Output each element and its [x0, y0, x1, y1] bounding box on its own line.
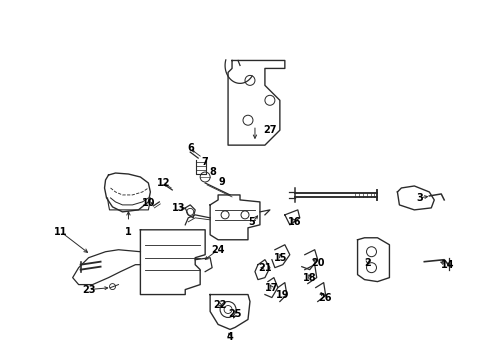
- Text: 25: 25: [228, 310, 241, 319]
- Text: 17: 17: [264, 283, 278, 293]
- Text: 14: 14: [440, 260, 453, 270]
- Text: 22: 22: [213, 300, 226, 310]
- Text: 4: 4: [226, 332, 233, 342]
- Text: 7: 7: [202, 157, 208, 167]
- Text: 2: 2: [364, 258, 370, 268]
- Text: 8: 8: [209, 167, 216, 177]
- Text: 6: 6: [187, 143, 194, 153]
- Text: 24: 24: [211, 245, 224, 255]
- Text: 21: 21: [258, 263, 271, 273]
- Text: 19: 19: [276, 289, 289, 300]
- Text: 13: 13: [171, 203, 184, 213]
- Text: 1: 1: [125, 227, 132, 237]
- Text: 11: 11: [54, 227, 67, 237]
- Text: 26: 26: [317, 293, 331, 302]
- Text: 10: 10: [142, 198, 155, 208]
- Text: 9: 9: [218, 177, 225, 187]
- Text: 12: 12: [156, 178, 170, 188]
- Text: 27: 27: [263, 125, 276, 135]
- Text: 23: 23: [81, 284, 95, 294]
- Text: 5: 5: [248, 217, 255, 227]
- Text: 16: 16: [287, 217, 301, 227]
- Text: 15: 15: [274, 253, 287, 263]
- Text: 20: 20: [310, 258, 324, 268]
- Text: 3: 3: [415, 193, 422, 203]
- Text: 18: 18: [302, 273, 316, 283]
